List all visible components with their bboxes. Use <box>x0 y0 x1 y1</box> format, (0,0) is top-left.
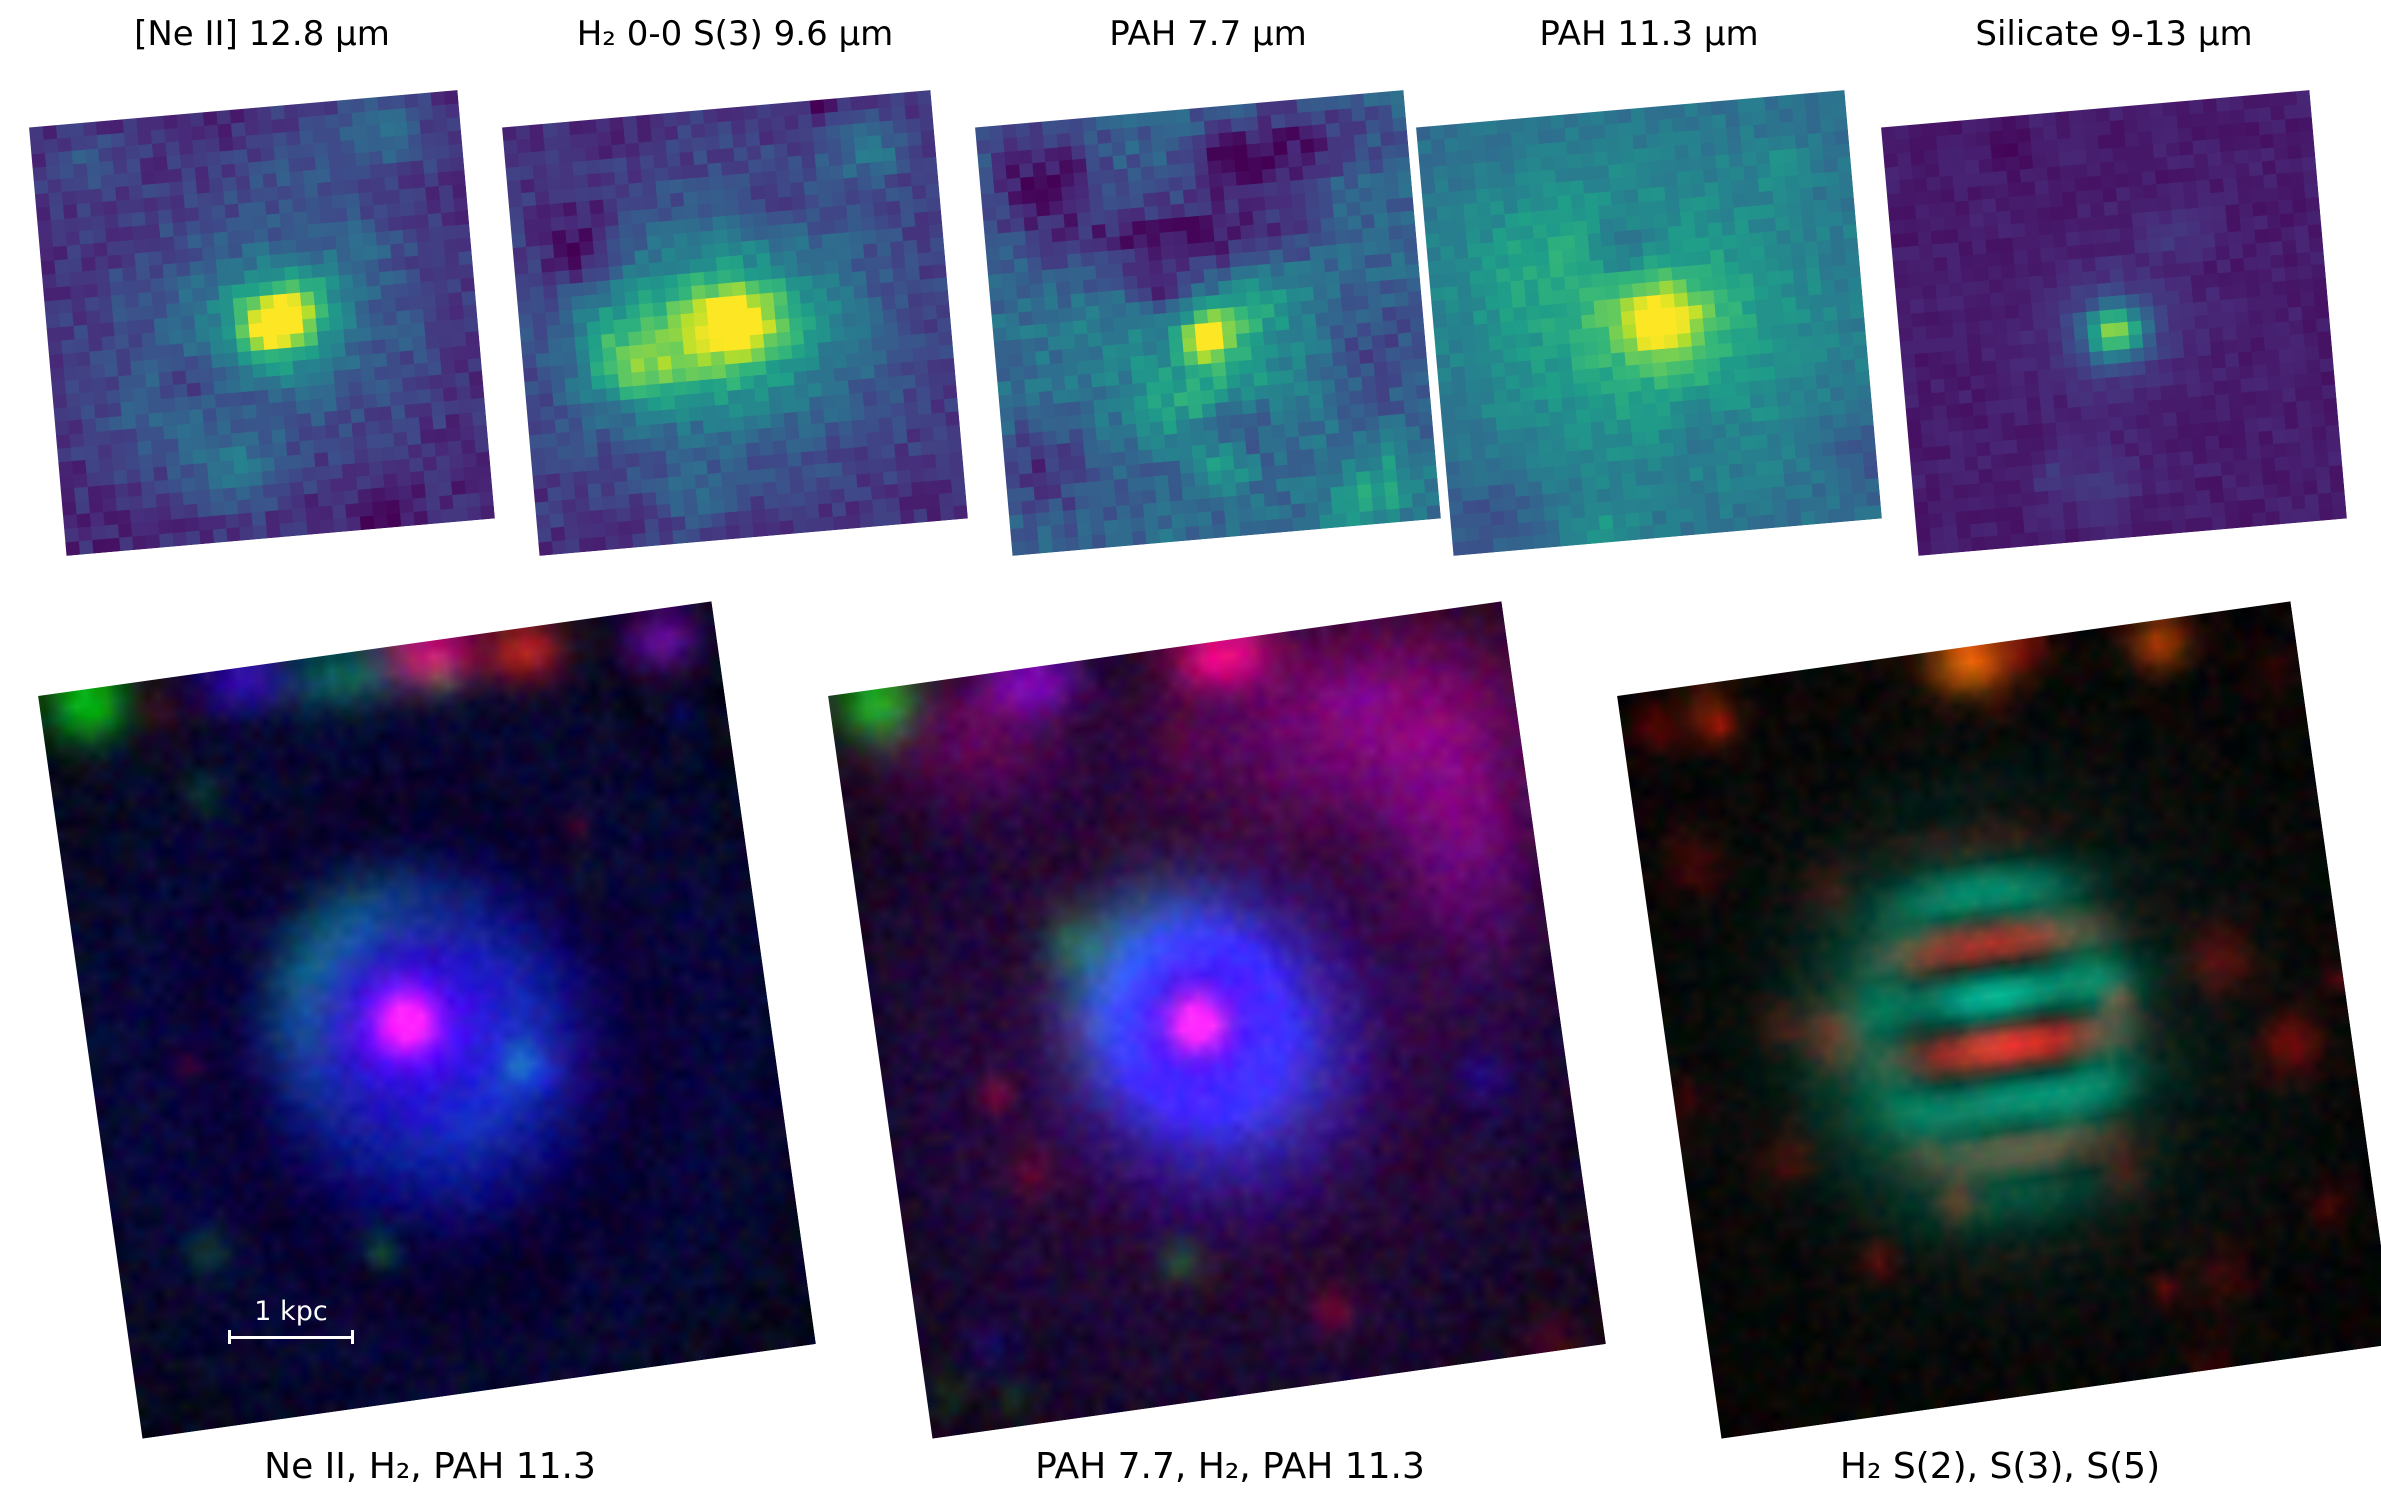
panel-map-neii <box>29 90 496 557</box>
rgb-image-pah77-h2-pah113 <box>828 601 1606 1439</box>
rgb-label-h2-s2-s3-s5: H₂ S(2), S(3), S(5) <box>1839 1446 2161 1487</box>
rgb-image-neii-h2-pah113 <box>38 601 816 1439</box>
panel-title-pah113: PAH 11.3 μm <box>1539 14 1759 54</box>
panel-title-h2s3: H₂ 0-0 S(3) 9.6 μm <box>576 14 894 54</box>
panel-rgb-h2-s2-s3-s5 <box>1616 600 2381 1440</box>
panel-rgb-pah77-h2-pah113 <box>827 600 1607 1440</box>
map-image-pah113 <box>1416 90 1882 556</box>
map-image-pah77 <box>975 90 1441 556</box>
rgb-label-pah77-h2-pah113: PAH 7.7, H₂, PAH 11.3 <box>1035 1446 1425 1487</box>
scale-bar-label: 1 kpc <box>254 1296 328 1327</box>
scale-bar: 1 kpc <box>228 1296 354 1344</box>
rgb-label-neii-h2-pah113: Ne II, H₂, PAH 11.3 <box>264 1446 596 1487</box>
map-image-neii <box>29 90 495 556</box>
panel-map-silicate <box>1881 90 2348 557</box>
panel-map-h2s3 <box>502 90 969 557</box>
panel-title-pah77: PAH 7.7 μm <box>1109 14 1307 54</box>
panel-map-pah77 <box>975 90 1442 557</box>
map-image-h2s3 <box>502 90 968 556</box>
panel-rgb-neii-h2-pah113 <box>37 600 817 1440</box>
scale-bar-line <box>228 1330 354 1344</box>
panel-title-silicate: Silicate 9-13 μm <box>1975 14 2253 54</box>
panel-title-neii: [Ne II] 12.8 μm <box>134 14 390 54</box>
rgb-image-h2-s2-s3-s5 <box>1617 601 2381 1439</box>
panel-map-pah113 <box>1416 90 1883 557</box>
map-image-silicate <box>1881 90 2347 556</box>
